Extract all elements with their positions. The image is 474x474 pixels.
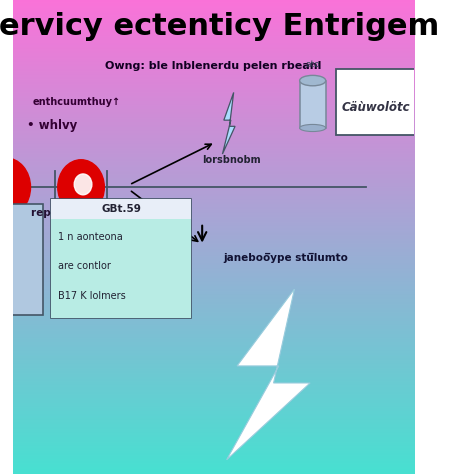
Text: are contlor: are contlor bbox=[58, 261, 111, 272]
Text: janeboo̅ype stu̅lumto: janeboo̅ype stu̅lumto bbox=[223, 253, 348, 264]
Bar bbox=[51, 199, 191, 219]
Circle shape bbox=[58, 160, 104, 215]
Polygon shape bbox=[227, 289, 310, 460]
Ellipse shape bbox=[300, 124, 326, 131]
Bar bbox=[11, 204, 43, 315]
Circle shape bbox=[0, 158, 30, 217]
Ellipse shape bbox=[300, 75, 326, 86]
Text: enthcuumthuy↑: enthcuumthuy↑ bbox=[33, 97, 121, 107]
Text: • whlvy: • whlvy bbox=[27, 119, 77, 132]
Text: B17 K lolmers: B17 K lolmers bbox=[58, 291, 126, 301]
Text: Owng: ble lnblenerdu pelen rbeanl: Owng: ble lnblenerdu pelen rbeanl bbox=[105, 61, 321, 72]
Text: ato: ato bbox=[305, 60, 320, 69]
Circle shape bbox=[0, 174, 5, 186]
Text: reps colinfaelles: reps colinfaelles bbox=[31, 208, 128, 219]
Bar bbox=[51, 219, 191, 318]
Bar bbox=[51, 199, 191, 318]
Bar bbox=[336, 69, 428, 135]
Text: GBt.59: GBt.59 bbox=[101, 204, 141, 214]
Text: Cäùwolötc: Cäùwolötc bbox=[342, 101, 410, 114]
Text: 1 n aonteona: 1 n aonteona bbox=[58, 232, 123, 242]
Circle shape bbox=[74, 174, 92, 195]
Bar bbox=[300, 81, 326, 128]
Text: lorsbnobm: lorsbnobm bbox=[202, 155, 261, 165]
Polygon shape bbox=[222, 92, 235, 154]
Text: ervicy ectenticy Entrigem: ervicy ectenticy Entrigem bbox=[0, 11, 439, 41]
